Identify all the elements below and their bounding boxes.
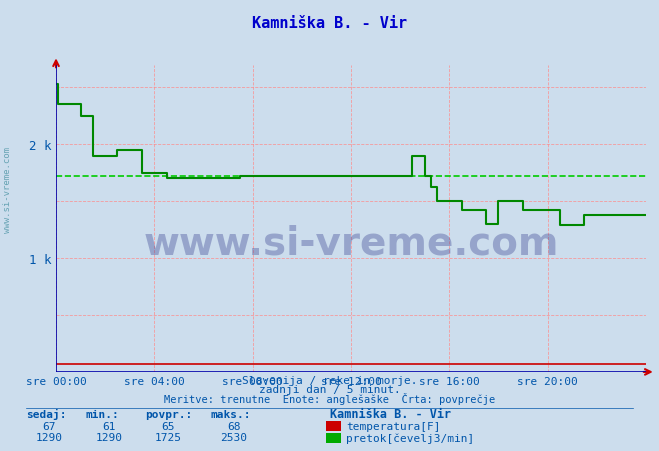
Text: Kamniška B. - Vir: Kamniška B. - Vir [252, 16, 407, 31]
Text: min.:: min.: [86, 409, 119, 419]
Text: 61: 61 [102, 421, 115, 431]
Text: 1290: 1290 [96, 433, 122, 442]
Text: 2530: 2530 [221, 433, 247, 442]
Text: Slovenija / reke in morje.: Slovenija / reke in morje. [242, 375, 417, 385]
Text: maks.:: maks.: [211, 409, 251, 419]
Text: Meritve: trenutne  Enote: anglešaške  Črta: povprečje: Meritve: trenutne Enote: anglešaške Črta… [164, 392, 495, 404]
Text: zadnji dan / 5 minut.: zadnji dan / 5 minut. [258, 384, 401, 394]
Text: www.si-vreme.com: www.si-vreme.com [3, 147, 13, 232]
Text: 1290: 1290 [36, 433, 63, 442]
Text: povpr.:: povpr.: [145, 409, 192, 419]
Text: pretok[čevelj3/min]: pretok[čevelj3/min] [346, 433, 474, 443]
Text: 1725: 1725 [155, 433, 181, 442]
Text: sedaj:: sedaj: [26, 409, 67, 419]
Text: 67: 67 [43, 421, 56, 431]
Text: 65: 65 [161, 421, 175, 431]
Text: Kamniška B. - Vir: Kamniška B. - Vir [330, 408, 451, 420]
Text: temperatura[F]: temperatura[F] [346, 421, 440, 431]
Text: www.si-vreme.com: www.si-vreme.com [143, 224, 559, 262]
Text: 68: 68 [227, 421, 241, 431]
